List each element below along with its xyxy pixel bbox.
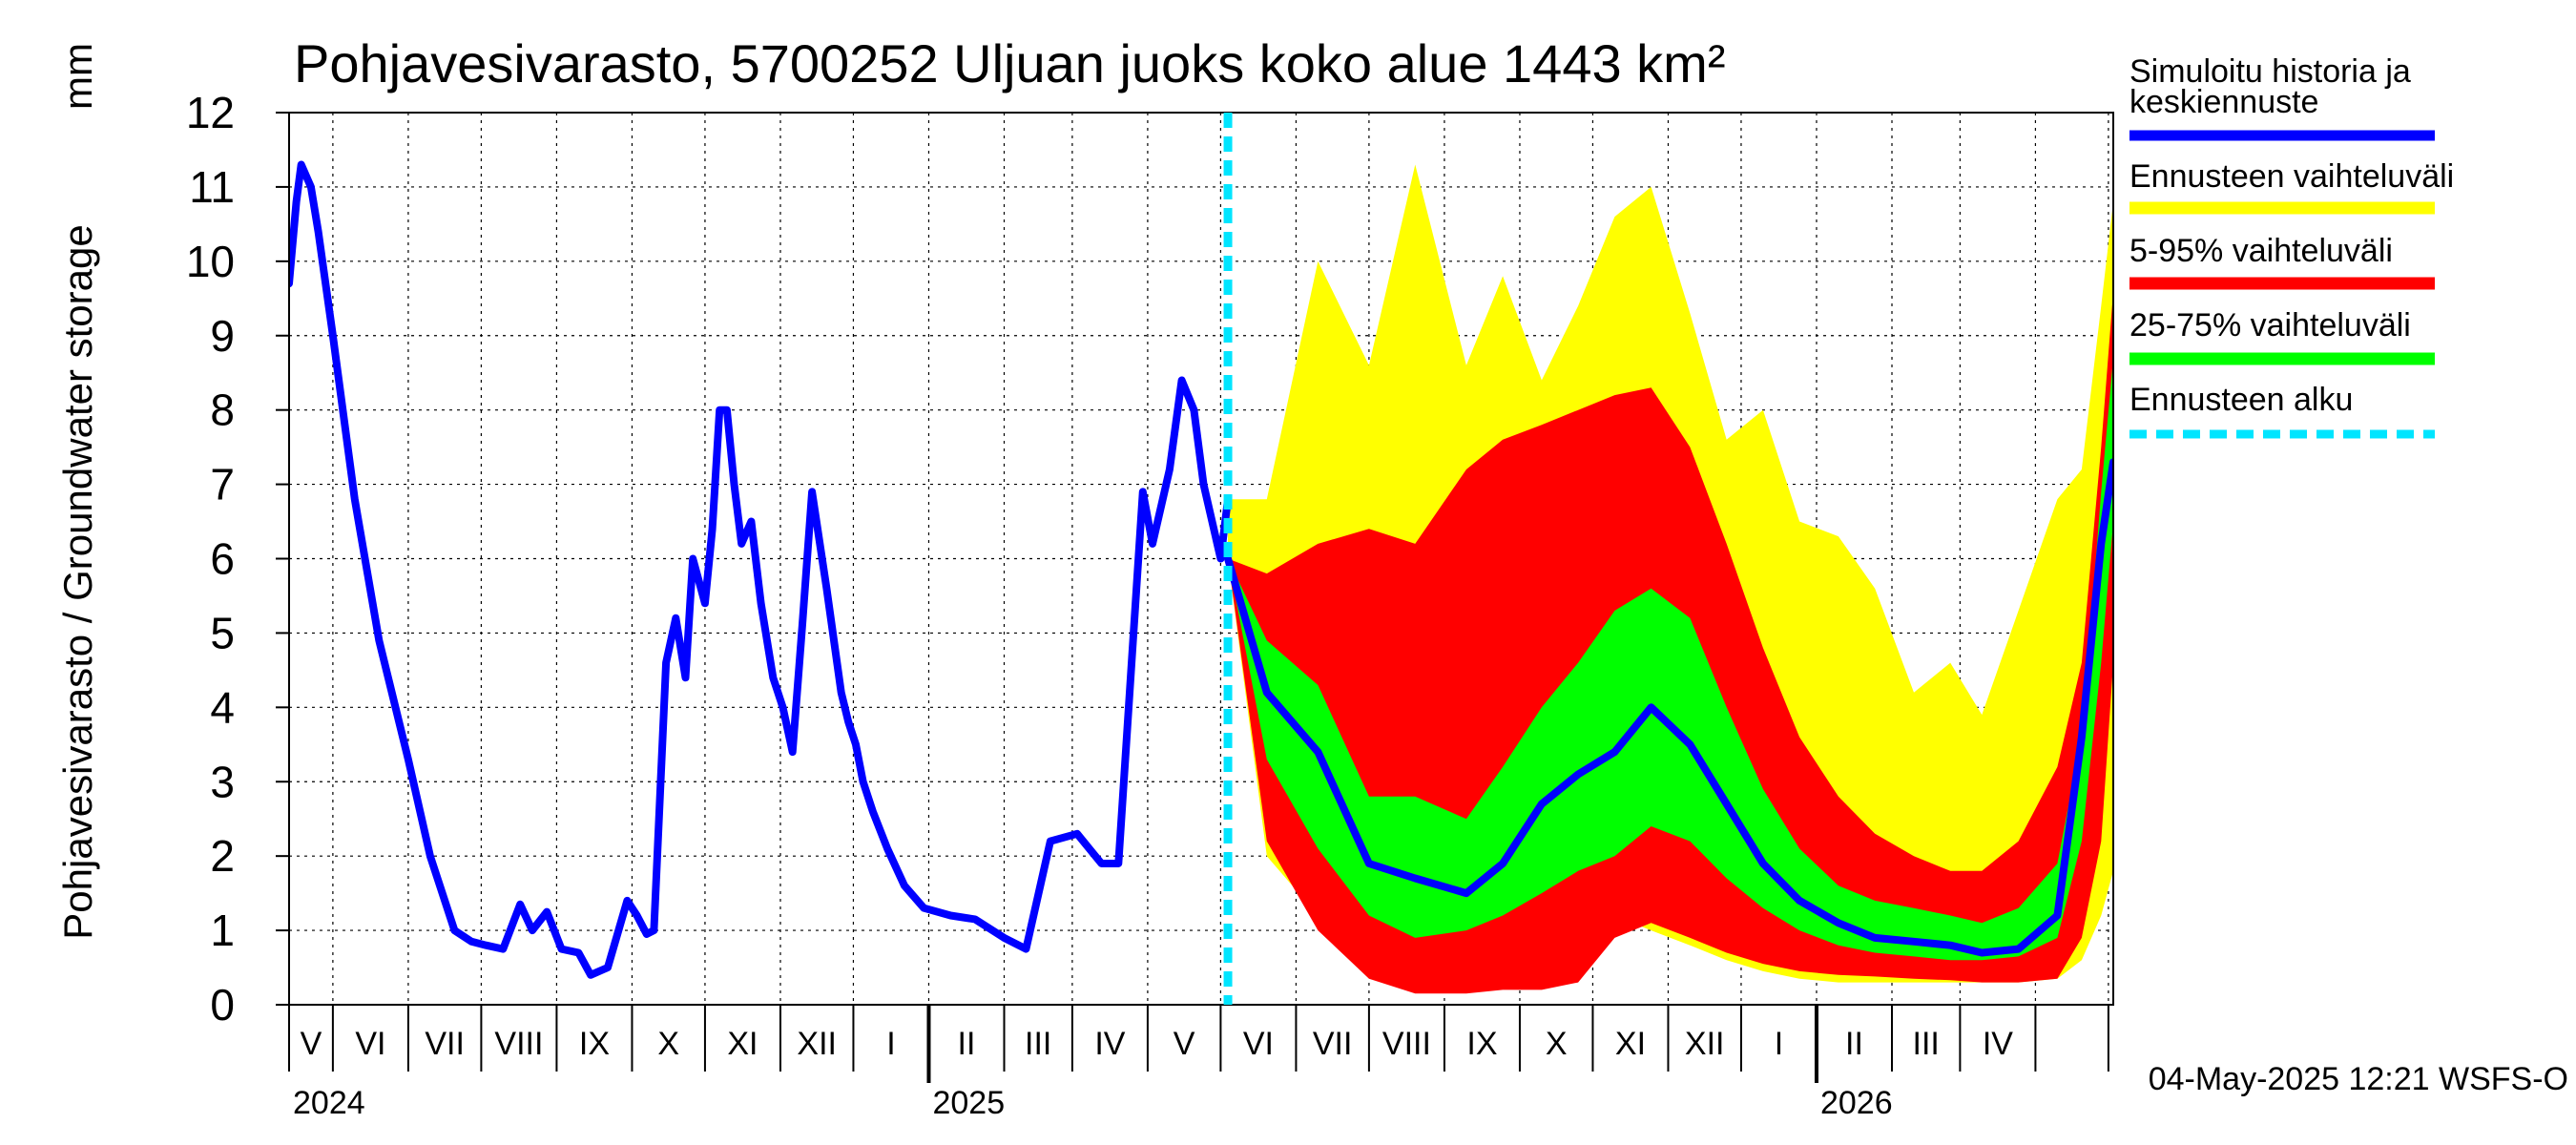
timestamp: 04-May-2025 12:21 WSFS-O [2149,1061,2568,1097]
x-month-label: IV [1983,1026,2013,1062]
legend-label-5-95: 5-95% vaihteluväli [2129,233,2393,269]
x-month-label: V [301,1026,322,1062]
x-month-label: IX [579,1026,610,1062]
x-month-label: VI [355,1026,385,1062]
legend: Simuloitu historia ja keskiennuste Ennus… [2129,53,2454,439]
y-tick-label: 12 [186,88,235,137]
x-month-label: VI [1243,1026,1274,1062]
y-tick-label: 10 [186,237,235,286]
legend-label-range: Ennusteen vaihteluväli [2129,158,2454,195]
x-year-label: 2024 [293,1085,365,1121]
x-month-label: I [1775,1026,1783,1062]
y-tick-label: 7 [210,460,235,510]
x-month-label: XI [727,1026,758,1062]
y-axis-label: Pohjavesivarasto / Groundwater storage [55,224,100,939]
legend-label-forecast-start: Ennusteen alku [2129,382,2353,418]
x-month-label: XII [1685,1026,1725,1062]
series-lines [289,160,2113,979]
x-month-label: IV [1094,1026,1125,1062]
forecast-median-line [1224,458,2113,957]
x-month-label: X [657,1026,679,1062]
x-year-label: 2026 [1820,1085,1893,1121]
y-tick-label: 4 [210,682,235,732]
y-tick-label: 8 [210,385,235,435]
x-year-label: 2025 [932,1085,1005,1121]
x-month-label: V [1174,1026,1195,1062]
x-month-label: IX [1466,1026,1497,1062]
x-month-label: XI [1615,1026,1646,1062]
chart-title: Pohjavesivarasto, 5700252 Uljuan juoks k… [294,33,1725,94]
x-month-label: III [1025,1026,1051,1062]
legend-label-history-line2: keskiennuste [2129,84,2318,120]
x-month-label: XII [797,1026,837,1062]
y-tick-label: 1 [210,906,235,955]
forecast-bands [1228,164,2113,994]
x-month-label: X [1546,1026,1568,1062]
history-line [289,160,1232,979]
x-month-label: VII [1313,1026,1353,1062]
x-month-label: II [1845,1026,1863,1062]
x-month-label: VIII [1382,1026,1431,1062]
x-month-label: II [958,1026,976,1062]
x-month-label: I [886,1026,895,1062]
y-tick-label: 9 [210,311,235,361]
x-month-label: VII [425,1026,465,1062]
x-axis: V VI VII VIII IX X XI XII I II III IV V VI VII VIII IX X X… [288,1005,2109,1121]
y-tick-label: 3 [210,757,235,806]
y-axis-unit: mm [55,43,100,110]
x-month-label: VIII [494,1026,543,1062]
legend-label-25-75: 25-75% vaihteluväli [2129,307,2411,344]
y-tick-label: 11 [189,162,235,212]
y-tick-label: 6 [210,534,235,584]
y-tick-label: 2 [210,831,235,881]
y-tick-label: 0 [210,980,235,1030]
band-25-75 [1228,358,2113,961]
y-tick-label: 5 [210,608,235,657]
x-month-label: III [1913,1026,1940,1062]
legend-label-history-line1: Simuloitu historia ja [2129,53,2411,90]
